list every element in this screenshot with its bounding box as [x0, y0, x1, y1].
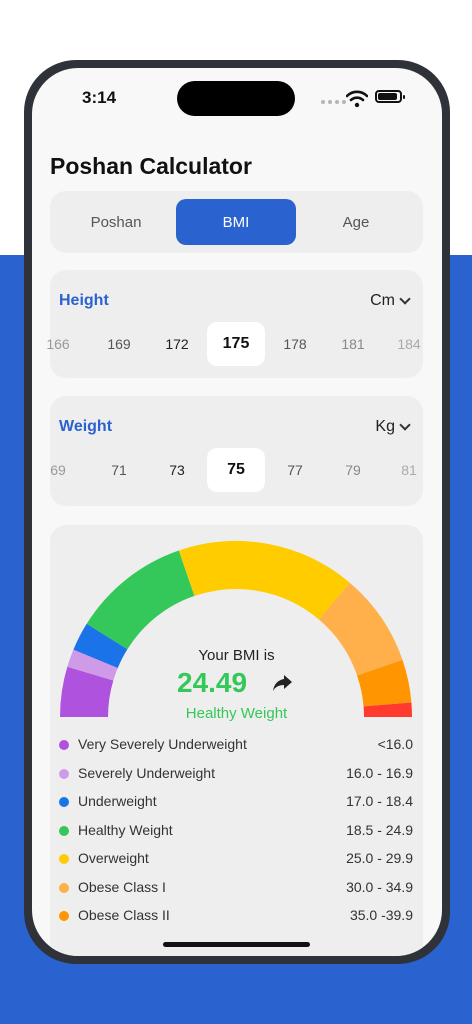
height-value[interactable]: 181 [341, 336, 365, 352]
legend-name: Underweight [78, 793, 157, 809]
share-icon[interactable] [271, 672, 293, 694]
signal-icon [321, 100, 346, 104]
legend-item: Severely Underweight 16.0 - 16.9 [50, 759, 423, 788]
height-value[interactable]: 172 [165, 336, 189, 352]
bmi-legend: Very Severely Underweight <16.0 Severely U… [50, 730, 423, 930]
tab-bmi[interactable]: BMI [176, 199, 296, 245]
height-value[interactable]: 169 [107, 336, 131, 352]
bmi-result-label: Your BMI is [198, 647, 275, 664]
bmi-gauge [60, 541, 412, 718]
home-indicator[interactable] [163, 942, 310, 947]
legend-item: Healthy Weight 18.5 - 24.9 [50, 816, 423, 845]
gauge-segment [73, 623, 128, 669]
legend-dot [59, 740, 69, 750]
bmi-result-card: Your BMI is 24.49 Healthy Weight Very Se… [50, 525, 423, 956]
wifi-icon [346, 90, 368, 108]
weight-card: Weight Kg 69 71 73 75 77 79 81 [50, 396, 423, 506]
weight-value[interactable]: 79 [345, 462, 361, 478]
legend-name: Obese Class I [78, 878, 166, 895]
chevron-down-icon [399, 418, 411, 431]
weight-value[interactable]: 77 [287, 462, 303, 478]
weight-value[interactable]: 75 [207, 448, 265, 492]
legend-name: Severely Underweight [78, 764, 215, 781]
height-label: Height [59, 292, 109, 309]
legend-dot [59, 797, 69, 807]
weight-picker[interactable]: 69 71 73 75 77 79 81 [50, 448, 423, 494]
phone-frame: 3:14 Poshan Calculator Poshan BMI Age He… [24, 60, 450, 964]
legend-dot [59, 911, 69, 921]
legend-range: 25.0 - 29.9 [346, 850, 413, 866]
chevron-down-icon [399, 292, 411, 305]
gauge-segment [86, 550, 196, 650]
legend-dot [59, 825, 69, 836]
height-picker[interactable]: 166 169 172 175 178 181 184 [46, 322, 423, 368]
height-value[interactable]: 184 [397, 336, 421, 352]
tab-age[interactable]: Age [342, 213, 370, 231]
gauge-segment [178, 541, 350, 620]
legend-item: Overweight 25.0 - 29.9 [50, 844, 423, 873]
gauge-segment [356, 659, 412, 708]
weight-unit-label: Kg [375, 418, 395, 435]
weight-value[interactable]: 81 [401, 462, 417, 478]
weight-value[interactable]: 73 [169, 462, 185, 478]
weight-value[interactable]: 71 [111, 462, 127, 478]
legend-range: 17.0 - 18.4 [346, 793, 413, 809]
legend-range: 18.5 - 24.9 [346, 821, 413, 838]
height-value[interactable]: 178 [283, 336, 307, 352]
legend-dot [59, 768, 69, 779]
legend-name: Healthy Weight [78, 821, 173, 838]
height-card: Height Cm 166 169 172 175 178 181 184 [46, 270, 423, 378]
app-screen: 3:14 Poshan Calculator Poshan BMI Age He… [32, 68, 442, 956]
legend-range: <16.0 [377, 736, 413, 752]
legend-item: Obese Class II 35.0 -39.9 [50, 901, 423, 930]
legend-name: Obese Class II [78, 907, 170, 923]
bmi-category: Healthy Weight [185, 705, 288, 722]
gauge-segment [60, 666, 114, 718]
dynamic-island [177, 81, 295, 116]
legend-range: 35.0 -39.9 [349, 907, 413, 923]
page-title: Poshan Calculator [50, 153, 252, 179]
weight-label: Weight [59, 418, 113, 435]
legend-item: Obese Class I 30.0 - 34.9 [50, 873, 423, 902]
bmi-value: 24.49 [177, 667, 248, 698]
gauge-segment [67, 649, 118, 681]
gauge-segment [363, 702, 412, 718]
height-unit-label: Cm [370, 292, 395, 309]
battery-icon [375, 90, 405, 103]
legend-range: 16.0 - 16.9 [346, 764, 413, 781]
height-unit-dropdown[interactable]: Cm [370, 292, 411, 310]
weight-value[interactable]: 69 [50, 462, 66, 478]
legend-dot [59, 854, 69, 864]
weight-unit-dropdown[interactable]: Kg [375, 418, 411, 436]
legend-name: Very Severely Underweight [78, 736, 247, 752]
status-time: 3:14 [82, 88, 117, 107]
height-value[interactable]: 175 [207, 322, 265, 366]
tab-poshan[interactable]: Poshan [90, 213, 142, 231]
legend-item: Underweight 17.0 - 18.4 [50, 787, 423, 816]
legend-dot [59, 882, 69, 893]
legend-name: Overweight [78, 850, 149, 866]
gauge-segment [318, 582, 403, 677]
calculator-tabs: Poshan BMI Age [50, 191, 423, 253]
legend-item: Very Severely Underweight <16.0 [50, 730, 423, 759]
legend-range: 30.0 - 34.9 [346, 878, 413, 895]
height-value[interactable]: 166 [46, 336, 70, 352]
